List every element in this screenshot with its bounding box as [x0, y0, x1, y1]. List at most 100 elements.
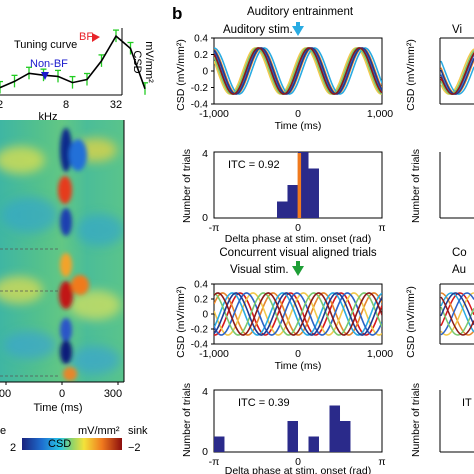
csd-trace-line: [214, 292, 382, 336]
tuning-legend: Tuning curve: [14, 39, 77, 51]
right-csd-label: CSD (mV/mm²): [405, 39, 417, 111]
bf-marker-icon: [92, 33, 100, 42]
heatmap-sink: [60, 128, 72, 172]
csd-trace-line: [440, 50, 474, 95]
csd-trace-line: [214, 47, 382, 95]
heatmap-blob: [0, 146, 45, 174]
auditory-trace-lines: [214, 47, 382, 95]
tuning-x-ticks: 2 8 32: [0, 99, 122, 111]
visual-stim-label: Visual stim.: [230, 264, 289, 276]
hist-bar: [277, 201, 288, 218]
visual-x-tick: 0: [295, 348, 301, 360]
heatmap-blob: [4, 331, 56, 359]
heatmap-blob: [76, 214, 124, 246]
visual-traces-panel: Concurrent visual aligned trials Visual …: [175, 247, 393, 372]
heatmap-blob: [2, 197, 58, 233]
csd-trace-line: [214, 47, 382, 95]
right-csd-label: CSD (mV/mm²): [405, 286, 417, 358]
y-tick-label: 0.2: [194, 50, 208, 61]
heatmap-sink: [60, 318, 72, 342]
auditory-stim-arrow-icon: [292, 22, 304, 36]
y-tick-label: 0.4: [194, 280, 208, 291]
visual-x-label: Time (ms): [275, 360, 322, 372]
right-hist-y-label: Number of trials: [410, 149, 422, 223]
csd-trace-line: [214, 292, 382, 336]
auditory-y-ticks: 0.4 0.2 0 -0.2 -0.4: [191, 34, 214, 111]
right-itc-label: IT: [462, 397, 472, 409]
visual-hist-x-label: Delta phase at stim. onset (rad): [225, 465, 371, 474]
colorbar-left-value: 2: [10, 442, 16, 454]
right-hist-y-label: Number of trials: [410, 383, 422, 457]
visual-trace-lines: [214, 292, 382, 336]
tuning-curve-line: [0, 34, 146, 90]
colorbar-right-value: −2: [128, 442, 141, 454]
nonbf-marker-icon: [41, 72, 49, 80]
y-tick-label: -0.4: [191, 340, 209, 351]
heatmap-x-tick-label: 0: [59, 388, 65, 400]
csd-trace-line: [214, 292, 382, 336]
visual-hist-x-tick: π: [378, 456, 385, 468]
csd-trace-line: [440, 292, 474, 326]
tuning-x-tick: 8: [63, 99, 69, 111]
heatmap-blob: [70, 346, 120, 374]
auditory-title: Auditory entrainment: [247, 6, 354, 18]
csd-trace-line: [440, 57, 474, 95]
csd-trace-line: [440, 292, 474, 336]
auditory-hist-bars: [277, 152, 319, 218]
tuning-csd-unit: mV/mm²: [143, 41, 155, 83]
tuning-x-tick: 2: [0, 99, 3, 111]
colorbar-label: CSD: [48, 438, 71, 450]
visual-hist-x-tick: -π: [209, 456, 220, 468]
heatmap-sink: [60, 208, 72, 236]
visual-hist-x-tick: 0: [295, 456, 301, 468]
auditory-x-label: Time (ms): [275, 120, 322, 132]
heatmap-blob: [0, 276, 43, 304]
tuning-curve-series: [0, 29, 148, 95]
colorbar-sink-label: sink: [128, 425, 148, 437]
auditory-hist-y-tick: 4: [202, 148, 208, 160]
auditory-x-tick: 0: [295, 108, 301, 120]
heatmap-source: [59, 281, 73, 309]
auditory-y-label: CSD (mV/mm²): [175, 39, 187, 111]
heatmap-blob: [69, 290, 121, 320]
csd-trace-line: [440, 296, 474, 336]
y-tick-label: -0.4: [191, 100, 209, 111]
right-bottom-stim: Au: [452, 264, 466, 276]
visual-x-tick: -1,000: [199, 348, 229, 360]
tuning-panel: 2 8 32 kHz Tuning curve BF Non-BF CSD mV…: [0, 28, 155, 123]
csd-trace-line: [214, 47, 382, 95]
csd-heatmap: [0, 120, 124, 382]
auditory-x-tick: -1,000: [199, 108, 229, 120]
colorbar-unit: mV/mm²: [78, 425, 120, 437]
visual-itc-label: ITC = 0.39: [238, 397, 290, 409]
right-bottom-title: Co: [452, 247, 467, 259]
csd-trace-line: [214, 47, 382, 95]
y-tick-label: 0: [202, 310, 208, 321]
auditory-plot-frame: [213, 37, 383, 105]
y-tick-label: 0.2: [194, 295, 208, 306]
right-trace-lines: [440, 292, 474, 336]
heatmap-source: [58, 176, 72, 204]
tuning-csd-label: CSD: [131, 50, 143, 73]
hist-bar: [329, 405, 341, 452]
visual-x-tick: 1,000: [367, 348, 393, 360]
auditory-hist-x-tick: -π: [209, 222, 220, 234]
hist-bar: [308, 168, 319, 218]
hist-bar: [214, 436, 225, 452]
auditory-histogram-panel: Number of trials 4 0 ITC = 0.92 -π 0 π D…: [181, 148, 386, 245]
auditory-x-tick: 1,000: [367, 108, 393, 120]
visual-hist-bars: [214, 405, 351, 452]
heatmap-x-tick-label: 300: [104, 388, 122, 400]
bf-label: BF: [79, 31, 93, 43]
y-tick-label: 0.4: [194, 34, 208, 45]
csd-trace-line: [214, 292, 382, 336]
csd-trace-line: [214, 292, 382, 336]
csd-trace-line: [440, 306, 474, 336]
auditory-hist-y-tick: 0: [202, 212, 208, 224]
heatmap-x-ticks: 00 0 300: [0, 382, 122, 400]
csd-trace-line: [440, 292, 474, 336]
auditory-hist-y-label: Number of trials: [181, 149, 193, 223]
auditory-itc-label: ITC = 0.92: [228, 159, 280, 171]
visual-hist-y-tick: 0: [202, 446, 208, 458]
